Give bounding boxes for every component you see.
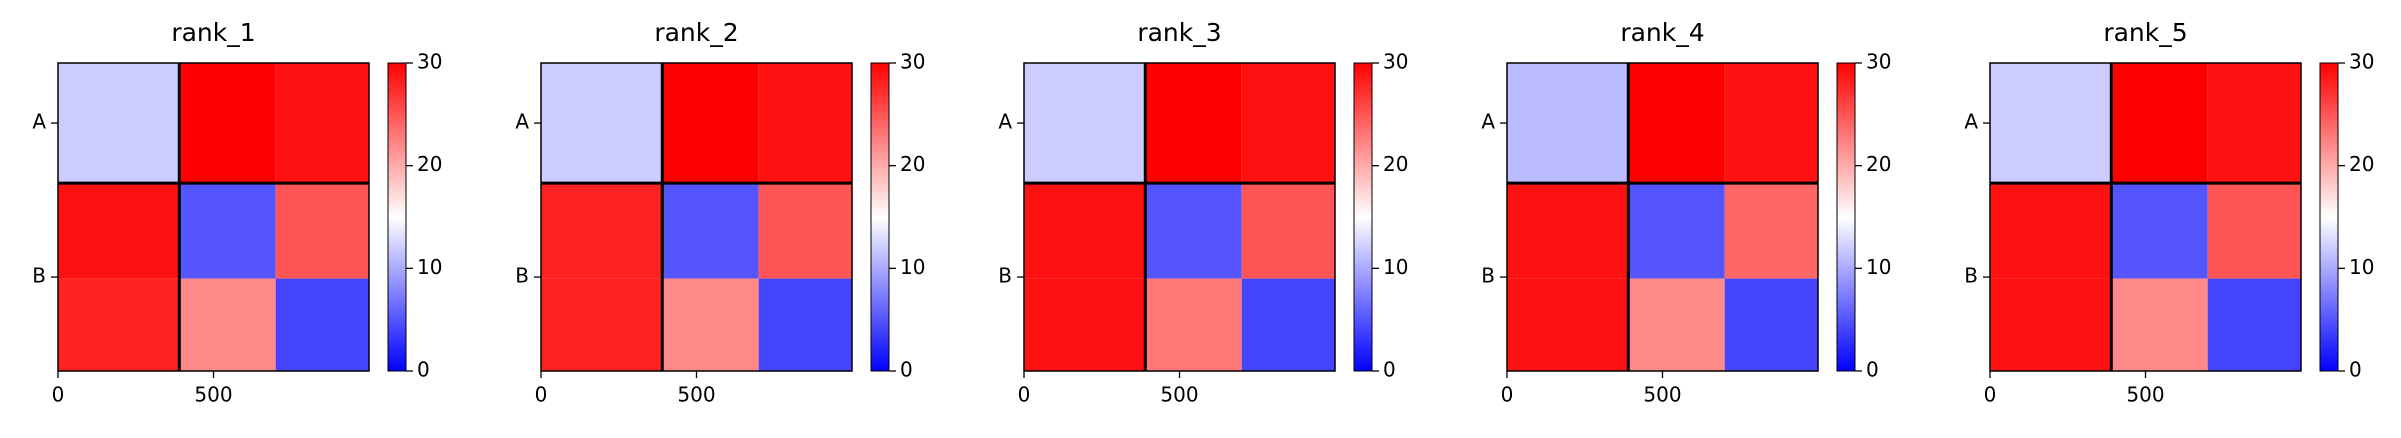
- heatmap-cell: [1990, 63, 2112, 184]
- heatmap-cell: [1024, 278, 1146, 371]
- colorbar-tick-label: 20: [900, 152, 925, 176]
- colorbar-tick-label: 30: [900, 50, 925, 74]
- heatmap-cell: [1241, 63, 1335, 184]
- heatmap-cell: [1241, 278, 1335, 371]
- y-tick-label: B: [998, 264, 1012, 288]
- heatmap-cell: [1628, 63, 1725, 184]
- colorbar-tick-label: 20: [1383, 152, 1408, 176]
- y-tick-label: B: [1481, 264, 1495, 288]
- heatmap-cell: [541, 278, 663, 371]
- heatmap-cell: [2111, 183, 2208, 279]
- panel-title: rank_5: [2103, 18, 2187, 47]
- colorbar-tick-label: 10: [417, 255, 442, 279]
- heatmap-cell: [179, 183, 276, 279]
- x-tick-label: 0: [1501, 383, 1514, 407]
- colorbar-tick-label: 20: [417, 152, 442, 176]
- colorbar-tick-label: 30: [417, 50, 442, 74]
- panel-title: rank_4: [1620, 18, 1704, 47]
- heatmap-cell: [1628, 278, 1725, 371]
- heatmap-cell: [1145, 278, 1242, 371]
- colorbar-tick-label: 0: [900, 358, 913, 382]
- x-tick-label: 0: [52, 383, 65, 407]
- heatmap-cell: [275, 63, 369, 184]
- heatmap-cell: [2111, 278, 2208, 371]
- heatmap-cell: [2207, 278, 2301, 371]
- colorbar-tick-label: 30: [1866, 50, 1891, 74]
- panel-title: rank_1: [171, 18, 255, 47]
- heatmap-cell: [662, 278, 759, 371]
- colorbar-tick-label: 10: [2349, 255, 2374, 279]
- heatmap-cell: [1507, 278, 1629, 371]
- heatmap-cell: [275, 183, 369, 279]
- panel-title: rank_3: [1137, 18, 1221, 47]
- heatmap-cell: [1024, 63, 1146, 184]
- x-tick-label: 500: [2126, 383, 2164, 407]
- colorbar-tick-label: 0: [1383, 358, 1396, 382]
- heatmap-cell: [1145, 63, 1242, 184]
- colorbar-tick-label: 20: [2349, 152, 2374, 176]
- y-tick-label: B: [32, 264, 46, 288]
- heatmap-cell: [662, 183, 759, 279]
- x-tick-label: 0: [1018, 383, 1031, 407]
- heatmap-cell: [2207, 63, 2301, 184]
- colorbar: [870, 62, 890, 372]
- heatmap-cell: [2111, 63, 2208, 184]
- heatmap-cell: [1507, 183, 1629, 279]
- x-tick-label: 500: [677, 383, 715, 407]
- heatmap-cell: [1990, 278, 2112, 371]
- colorbar-tick-label: 30: [2349, 50, 2374, 74]
- colorbar-tick-label: 10: [900, 255, 925, 279]
- heatmap-cell: [541, 63, 663, 184]
- x-tick-label: 0: [535, 383, 548, 407]
- x-tick-label: 500: [194, 383, 232, 407]
- heatmap-cell: [58, 63, 180, 184]
- heatmap-cell: [1724, 63, 1818, 184]
- y-tick-label: A: [515, 110, 529, 134]
- y-tick-label: B: [1964, 264, 1978, 288]
- x-tick-label: 500: [1643, 383, 1681, 407]
- colorbar: [1353, 62, 1373, 372]
- y-tick-label: A: [1964, 110, 1978, 134]
- y-tick-label: A: [998, 110, 1012, 134]
- heatmap-cell: [1145, 183, 1242, 279]
- x-tick-label: 500: [1160, 383, 1198, 407]
- colorbar-tick-label: 20: [1866, 152, 1891, 176]
- y-tick-label: A: [1481, 110, 1495, 134]
- heatmap-cell: [541, 183, 663, 279]
- colorbar-tick-label: 30: [1383, 50, 1408, 74]
- colorbar: [387, 62, 407, 372]
- y-tick-label: A: [32, 110, 46, 134]
- y-tick-label: B: [515, 264, 529, 288]
- heatmap-cell: [2207, 183, 2301, 279]
- colorbar-tick-label: 0: [417, 358, 430, 382]
- heatmap-cell: [1628, 183, 1725, 279]
- x-tick-label: 0: [1984, 383, 1997, 407]
- heatmap-cell: [179, 63, 276, 184]
- colorbar-tick-label: 0: [1866, 358, 1879, 382]
- heatmap-cell: [179, 278, 276, 371]
- heatmap-cell: [275, 278, 369, 371]
- heatmap-cell: [1990, 183, 2112, 279]
- heatmap-cell: [1507, 63, 1629, 184]
- heatmap-cell: [758, 63, 852, 184]
- heatmap-cell: [758, 278, 852, 371]
- heatmap-cell: [1724, 183, 1818, 279]
- colorbar-tick-label: 10: [1866, 255, 1891, 279]
- heatmap-cell: [662, 63, 759, 184]
- heatmap-cell: [1024, 183, 1146, 279]
- heatmap-cell: [1724, 278, 1818, 371]
- panel-title: rank_2: [654, 18, 738, 47]
- heatmap-cell: [58, 278, 180, 371]
- heatmap-cell: [58, 183, 180, 279]
- heatmap-cell: [1241, 183, 1335, 279]
- heatmap-cell: [758, 183, 852, 279]
- colorbar-tick-label: 0: [2349, 358, 2362, 382]
- colorbar-tick-label: 10: [1383, 255, 1408, 279]
- colorbar: [1836, 62, 1856, 372]
- colorbar: [2319, 62, 2339, 372]
